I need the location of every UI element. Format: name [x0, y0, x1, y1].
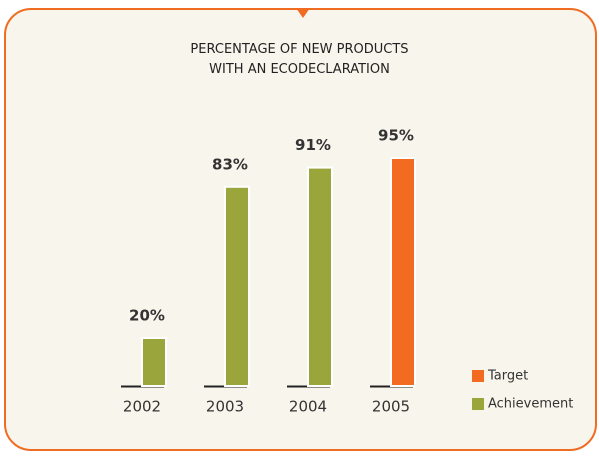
bar [390, 157, 416, 387]
bar [224, 185, 250, 387]
legend-swatch [472, 398, 484, 410]
value-label: 95% [378, 127, 414, 145]
legend-label: Achievement [488, 397, 573, 412]
bar [307, 166, 333, 387]
x-tick-label: 2003 [206, 398, 244, 416]
bar [141, 337, 167, 387]
chart-title: PERCENTAGE OF NEW PRODUCTS WITH AN ECODE… [190, 42, 409, 77]
value-label: 91% [295, 136, 331, 154]
value-label: 83% [212, 155, 248, 173]
x-tick-label: 2002 [123, 398, 161, 416]
frame-pointer [296, 8, 310, 18]
value-label: 20% [129, 307, 165, 325]
legend-swatch [472, 370, 484, 382]
x-tick-label: 2004 [289, 398, 327, 416]
legend-label: Target [487, 369, 528, 384]
x-tick-label: 2005 [372, 398, 410, 416]
